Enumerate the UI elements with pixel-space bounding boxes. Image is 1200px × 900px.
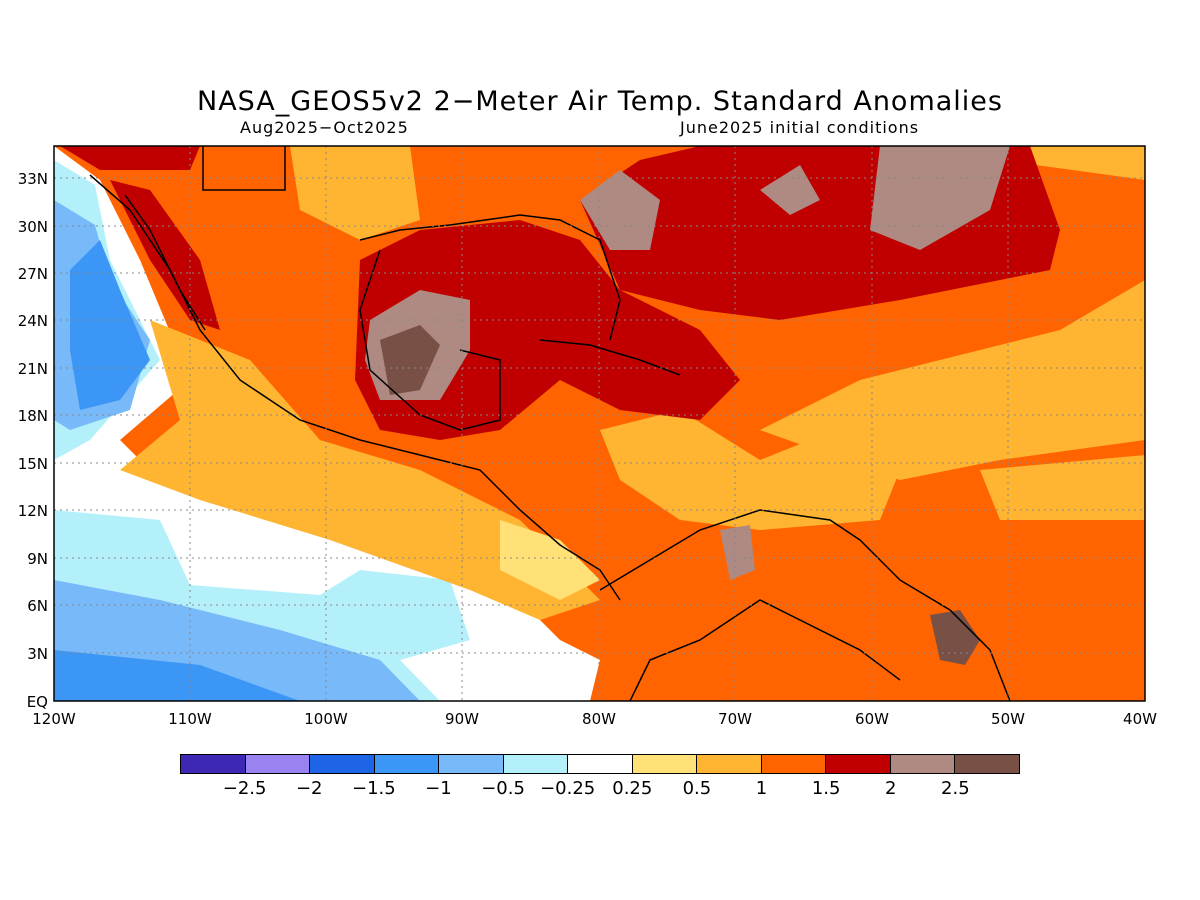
lat-label: EQ (27, 693, 48, 711)
period-label: Aug2025−Oct2025 (240, 118, 409, 137)
legend-label: 2.5 (941, 778, 970, 799)
lon-label: 90W (445, 710, 479, 728)
legend-label: 2 (885, 778, 897, 799)
legend-label: −0.5 (481, 778, 525, 799)
nw-mexico-warm (290, 146, 1145, 240)
legend-label: −2 (295, 778, 323, 799)
lat-label: 12N (18, 502, 48, 520)
lat-label: 3N (27, 645, 48, 663)
legend-label: 0.25 (612, 778, 653, 799)
lon-label: 80W (582, 710, 616, 728)
lat-label: 33N (18, 170, 48, 188)
lat-label: 30N (18, 218, 48, 236)
lat-label: 15N (18, 455, 48, 473)
mexico-yellow (120, 320, 600, 620)
lon-label: 120W (32, 710, 76, 728)
legend-swatch (697, 755, 762, 773)
lon-label: 110W (168, 710, 212, 728)
lat-label: 18N (18, 407, 48, 425)
legend-swatch (245, 755, 311, 773)
legend-swatch (310, 755, 375, 773)
legend-swatch (374, 755, 440, 773)
lon-label: 100W (304, 710, 348, 728)
central-pacific-yellow (500, 520, 600, 600)
legend-swatch (761, 755, 827, 773)
lat-label: 6N (27, 597, 48, 615)
atlantic-brown (760, 146, 1010, 250)
legend-swatch (632, 755, 698, 773)
venezuela-brown (720, 525, 755, 580)
legend-label: 1 (755, 778, 768, 799)
gulf-dark-red (355, 220, 740, 440)
lon-label: 50W (991, 710, 1025, 728)
florida-brown (580, 170, 660, 250)
legend-swatch (181, 755, 246, 773)
legend-label: 1.5 (811, 778, 841, 799)
gulf-dark-brown (380, 325, 440, 395)
lat-label: 27N (18, 265, 48, 283)
map-title: NASA_GEOS5v2 2−Meter Air Temp. Standard … (197, 86, 1003, 117)
init-label: June2025 initial conditions (680, 118, 920, 137)
pacific-blue (54, 240, 300, 701)
pacific-white-zone (54, 146, 600, 701)
legend-label: −1.5 (351, 778, 396, 799)
atlantic-yellow-band (760, 280, 1145, 520)
lon-label: 60W (855, 710, 889, 728)
pacific-light-cyan (54, 160, 470, 701)
lon-label: 70W (718, 710, 752, 728)
legend-swatch (826, 755, 891, 773)
grid-lines (54, 146, 1145, 701)
guiana-brown (930, 610, 980, 665)
legend-swatch (568, 755, 633, 773)
legend-label: 0.5 (682, 778, 712, 799)
color-legend (180, 754, 1020, 774)
plot-frame (53, 145, 1146, 702)
lat-label: 24N (18, 312, 48, 330)
legend-swatch (439, 755, 504, 773)
lat-label: 21N (18, 360, 48, 378)
baja-dark-red (60, 146, 220, 330)
legend-swatch (955, 755, 1019, 773)
legend-label: −1 (425, 778, 452, 799)
lat-label: 9N (27, 550, 48, 568)
legend-label: −2.5 (222, 778, 267, 799)
coastlines (89, 146, 1011, 701)
legend-swatch (890, 755, 956, 773)
lon-label: 40W (1123, 710, 1157, 728)
map-plot-area (54, 146, 1145, 701)
legend-swatch (503, 755, 569, 773)
legend-label: −0.25 (540, 778, 596, 799)
